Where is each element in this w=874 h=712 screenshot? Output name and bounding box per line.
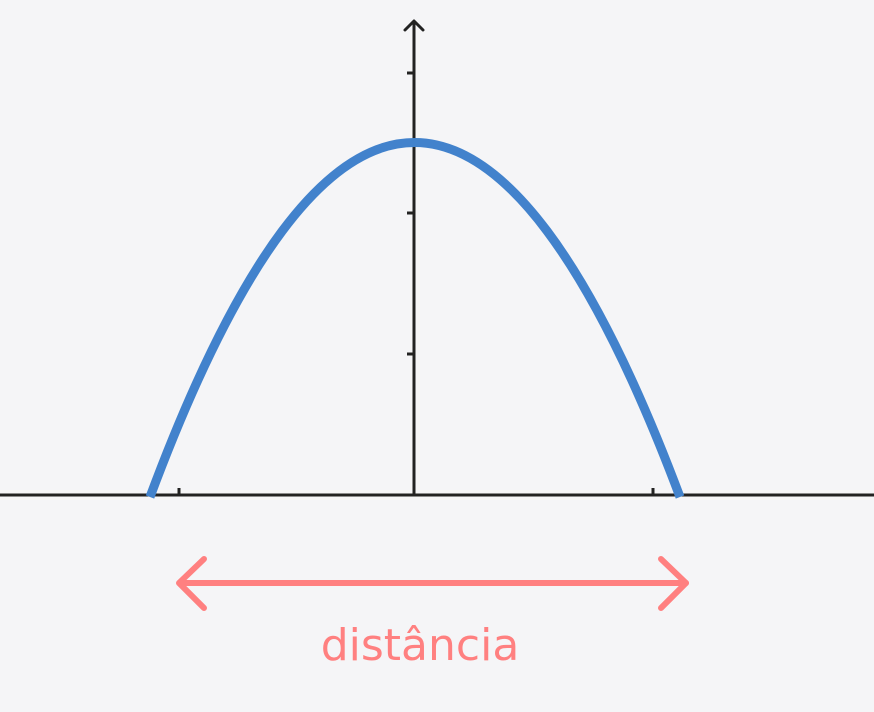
distance-arrow-right-head [658, 556, 689, 611]
y-axis-arrowhead [403, 19, 425, 32]
distance-arrow-left-head [176, 556, 207, 611]
trajectory-curve [145, 138, 685, 499]
distance-label: distância [320, 620, 520, 671]
